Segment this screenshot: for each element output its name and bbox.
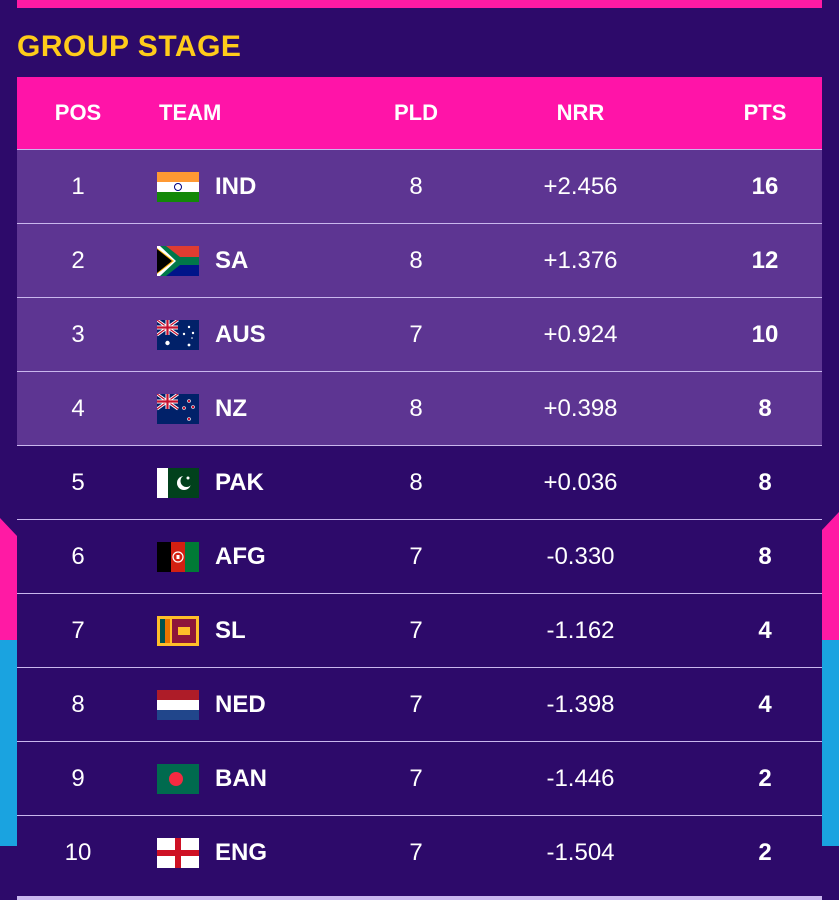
row-position: 10 [64, 838, 92, 866]
row-points: 8 [758, 542, 772, 570]
row-team: BAN [139, 763, 379, 794]
table-row[interactable]: 6 AFG 7 -0.330 8 [17, 519, 822, 593]
row-team: ENG [139, 837, 379, 868]
row-points: 10 [751, 320, 779, 348]
row-played: 7 [409, 320, 423, 348]
row-team: SL [139, 615, 379, 646]
row-points: 2 [758, 838, 772, 866]
table-body: 1 IND 8 +2.456 16 2 SA 8 +1.376 12 3 AUS 7 +0.924 10 4 N… [17, 149, 822, 889]
row-nrr: -0.330 [546, 542, 615, 570]
row-points: 16 [751, 172, 779, 200]
row-played: 8 [409, 246, 423, 274]
table-row[interactable]: 2 SA 8 +1.376 12 [17, 223, 822, 297]
header-team: TEAM [159, 100, 222, 125]
right-pink-stripe [822, 512, 839, 640]
row-played: 7 [409, 616, 423, 644]
row-position: 5 [71, 468, 85, 496]
row-points: 4 [758, 616, 772, 644]
england-flag-icon [157, 837, 199, 868]
table-row[interactable]: 10 ENG 7 -1.504 2 [17, 815, 822, 889]
row-team: NED [139, 689, 379, 720]
pakistan-flag-icon [157, 467, 199, 498]
row-nrr: +2.456 [543, 172, 618, 200]
row-position: 7 [71, 616, 85, 644]
row-nrr: +0.398 [543, 394, 618, 422]
afghanistan-flag-icon [157, 541, 199, 572]
table-bottom-divider [17, 896, 822, 900]
australia-flag-icon [157, 319, 199, 350]
row-played: 8 [409, 468, 423, 496]
row-team-name: SA [215, 246, 249, 274]
row-position: 6 [71, 542, 85, 570]
row-nrr: +0.924 [543, 320, 618, 348]
row-points: 4 [758, 690, 772, 718]
row-team-name: ENG [215, 838, 268, 866]
row-team-name: AFG [215, 542, 266, 570]
stage-title: GROUP STAGE [17, 30, 242, 63]
row-team: PAK [139, 467, 379, 498]
top-accent-bar [17, 0, 822, 8]
bangladesh-flag-icon [157, 763, 199, 794]
row-team: AFG [139, 541, 379, 572]
row-played: 7 [409, 690, 423, 718]
row-team: NZ [139, 393, 379, 424]
table-row[interactable]: 5 PAK 8 +0.036 8 [17, 445, 822, 519]
row-team-name: AUS [215, 320, 266, 348]
table-row[interactable]: 3 AUS 7 +0.924 10 [17, 297, 822, 371]
row-nrr: -1.446 [546, 764, 615, 792]
row-points: 8 [758, 394, 772, 422]
row-position: 8 [71, 690, 85, 718]
table-header: POS TEAM PLD NRR PTS [17, 77, 822, 149]
table-row[interactable]: 4 NZ 8 +0.398 8 [17, 371, 822, 445]
new-zealand-flag-icon [157, 393, 199, 424]
row-team-name: BAN [215, 764, 267, 792]
table-row[interactable]: 7 SL 7 -1.162 4 [17, 593, 822, 667]
sri-lanka-flag-icon [157, 615, 199, 646]
row-team: AUS [139, 319, 379, 350]
table-row[interactable]: 8 NED 7 -1.398 4 [17, 667, 822, 741]
row-position: 2 [71, 246, 85, 274]
row-team-name: NED [215, 690, 266, 718]
south-africa-flag-icon [157, 245, 199, 276]
left-blue-stripe [0, 640, 17, 846]
india-flag-icon [157, 171, 199, 202]
row-played: 7 [409, 838, 423, 866]
row-played: 7 [409, 764, 423, 792]
right-blue-stripe [822, 640, 839, 846]
row-position: 4 [71, 394, 85, 422]
header-pts: PTS [743, 100, 787, 125]
header-pld: PLD [394, 100, 438, 125]
row-team: SA [139, 245, 379, 276]
table-row[interactable]: 1 IND 8 +2.456 16 [17, 149, 822, 223]
row-points: 2 [758, 764, 772, 792]
row-team-name: PAK [215, 468, 264, 496]
left-pink-stripe [0, 518, 17, 640]
row-position: 1 [71, 172, 85, 200]
row-position: 3 [71, 320, 85, 348]
row-played: 8 [409, 394, 423, 422]
row-nrr: +1.376 [543, 246, 618, 274]
header-nrr: NRR [556, 100, 605, 125]
netherlands-flag-icon [157, 689, 199, 720]
row-nrr: +0.036 [543, 468, 618, 496]
row-position: 9 [71, 764, 85, 792]
row-nrr: -1.162 [546, 616, 615, 644]
row-team-name: NZ [215, 394, 247, 422]
row-points: 12 [751, 246, 779, 274]
row-nrr: -1.504 [546, 838, 615, 866]
header-pos: POS [54, 100, 102, 125]
row-played: 8 [409, 172, 423, 200]
table-row[interactable]: 9 BAN 7 -1.446 2 [17, 741, 822, 815]
row-team-name: IND [215, 172, 257, 200]
row-team: IND [139, 171, 379, 202]
standings-table: POS TEAM PLD NRR PTS 1 IND 8 +2.456 16 2 SA 8 +1… [17, 77, 822, 889]
row-points: 8 [758, 468, 772, 496]
row-team-name: SL [215, 616, 246, 644]
row-nrr: -1.398 [546, 690, 615, 718]
row-played: 7 [409, 542, 423, 570]
